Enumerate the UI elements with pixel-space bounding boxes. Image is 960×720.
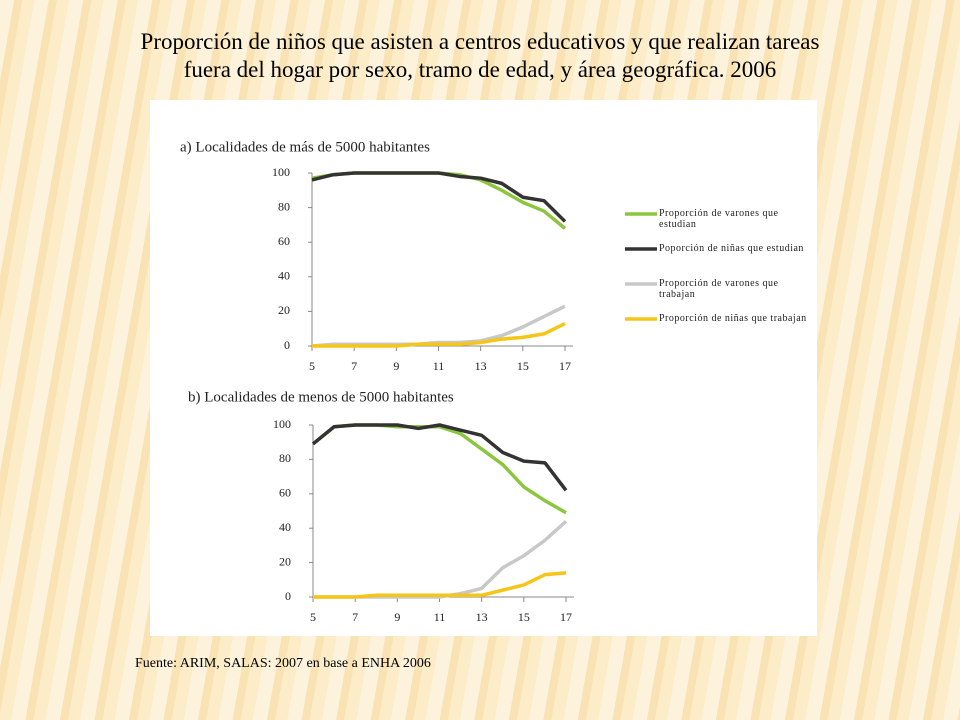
x-tick-label: 7 — [352, 610, 358, 624]
legend-label: Proporción de varones que estudian — [659, 208, 779, 230]
x-tick-label: 9 — [394, 610, 400, 624]
y-tick-label: 20 — [279, 554, 291, 568]
x-tick-label: 9 — [393, 359, 399, 373]
y-tick-label: 100 — [273, 417, 291, 431]
legend-entry: Proporción de varones que trabajan — [659, 278, 779, 300]
legend-label: Proporción de varones que trabajan — [659, 278, 779, 300]
source: Fuente: ARIM, SALAS: 2007 en base a ENHA… — [135, 656, 431, 671]
series-line — [313, 571, 567, 599]
x-tick-label: 13 — [475, 359, 487, 373]
y-tick-label: 60 — [279, 486, 291, 500]
x-tick-label: 7 — [351, 359, 357, 373]
legend-entry: Poporción de niñas que estudian — [659, 243, 804, 254]
series-line — [311, 423, 568, 492]
x-tick-label: 5 — [309, 359, 315, 373]
x-tick-label: 11 — [433, 359, 445, 373]
y-tick-label: 20 — [278, 303, 290, 317]
x-tick-label: 15 — [517, 359, 529, 373]
x-tick-label: 15 — [518, 610, 530, 624]
y-tick-label: 0 — [285, 589, 291, 603]
series-line — [312, 321, 566, 348]
y-tick-label: 40 — [278, 269, 290, 283]
y-tick-label: 80 — [279, 451, 291, 465]
chart-subtitle: b) Localidades de menos de 5000 habitant… — [188, 389, 454, 405]
y-tick-label: 60 — [278, 234, 290, 248]
chart-panel — [150, 100, 817, 636]
x-tick-label: 17 — [560, 610, 572, 624]
x-tick-label: 17 — [559, 359, 571, 373]
slide-title: Proporción de niños que asisten a centro… — [140, 29, 820, 82]
legend-label: Proporción de niñas que trabajan — [659, 313, 807, 324]
y-tick-label: 100 — [272, 165, 290, 179]
y-tick-label: 80 — [278, 199, 290, 213]
x-tick-label: 11 — [434, 610, 446, 624]
x-tick-label: 13 — [476, 610, 488, 624]
y-tick-label: 0 — [284, 338, 290, 352]
chart-subtitle: a) Localidades de más de 5000 habitantes — [180, 139, 430, 155]
title-box: Proporción de niños que asisten a centro… — [140, 29, 820, 82]
y-tick-label: 40 — [279, 520, 291, 534]
series-line — [311, 171, 567, 223]
legend-label: Poporción de niñas que estudian — [659, 243, 804, 254]
legend-entry: Proporción de niñas que trabajan — [659, 313, 807, 324]
legend-entry: Proporción de varones que estudian — [659, 208, 779, 230]
x-tick-label: 5 — [310, 610, 316, 624]
